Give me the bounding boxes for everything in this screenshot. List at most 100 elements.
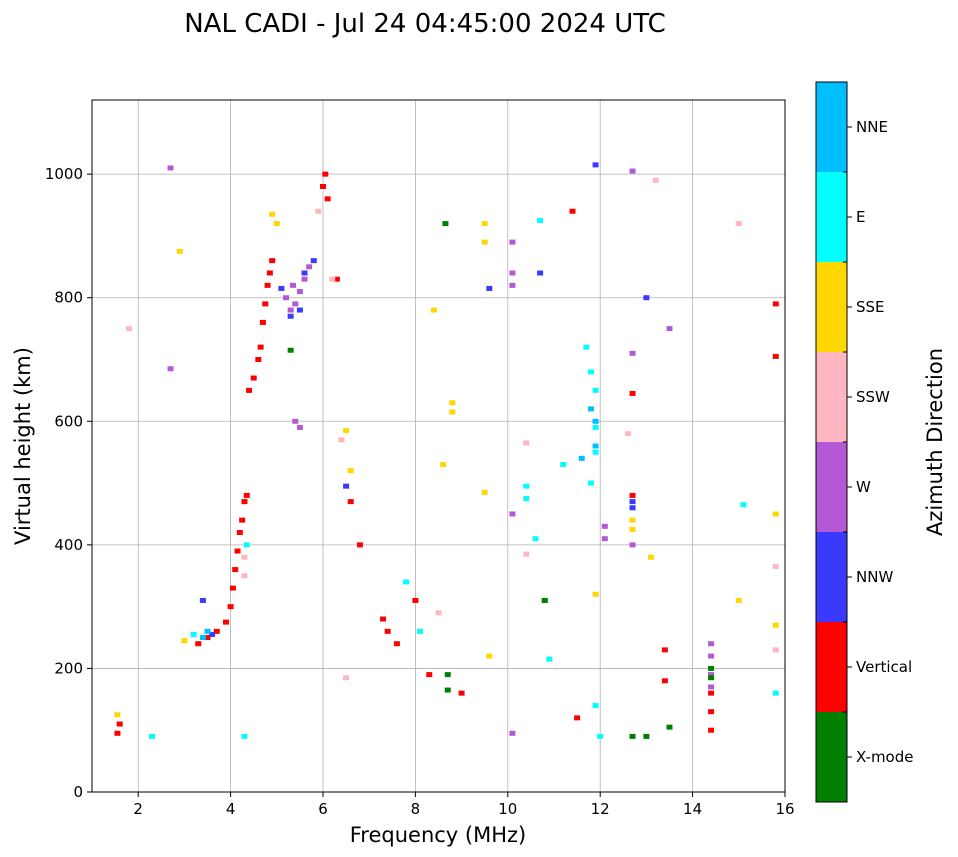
data-point: [629, 390, 636, 396]
data-point: [259, 319, 266, 325]
data-point: [301, 276, 308, 282]
data-point: [486, 285, 493, 291]
data-point: [486, 653, 493, 659]
series-w: [167, 165, 715, 736]
series-vertical: [114, 171, 779, 736]
data-point: [569, 208, 576, 214]
data-point: [315, 208, 322, 214]
data-point: [347, 468, 354, 474]
data-point: [523, 440, 530, 446]
data-point: [125, 326, 132, 332]
y-axis-ticks: 0 200 400 600 800 1000: [45, 165, 92, 801]
data-point: [624, 431, 631, 437]
data-point: [384, 628, 391, 634]
data-point: [629, 350, 636, 356]
data-point: [440, 462, 447, 468]
colorbar-segment: [816, 532, 847, 622]
colorbar: X-mode Vertical NNW W SSW SSE E NNE: [815, 81, 913, 803]
data-point: [296, 307, 303, 313]
data-point: [481, 221, 488, 227]
data-point: [343, 483, 350, 489]
x-tick-label: 16: [775, 800, 794, 818]
data-point: [509, 511, 516, 517]
data-point: [296, 424, 303, 430]
data-point: [167, 165, 174, 171]
data-point: [629, 492, 636, 498]
data-point: [772, 622, 779, 628]
data-point: [199, 597, 206, 603]
data-point: [449, 400, 456, 406]
data-point: [333, 276, 340, 282]
data-point: [578, 455, 585, 461]
x-tick-label: 2: [133, 800, 143, 818]
data-point: [246, 387, 253, 393]
data-point: [257, 344, 264, 350]
data-point: [241, 733, 248, 739]
data-point: [583, 344, 590, 350]
data-point: [181, 638, 188, 644]
data-point: [629, 526, 636, 532]
data-point: [412, 597, 419, 603]
colorbar-segment: [816, 622, 847, 712]
data-point: [708, 653, 715, 659]
y-tick-label: 400: [54, 536, 83, 554]
y-tick-label: 1000: [45, 165, 83, 183]
data-point: [149, 733, 156, 739]
data-point: [306, 264, 313, 270]
data-point: [772, 301, 779, 307]
data-point: [592, 449, 599, 455]
data-point: [324, 196, 331, 202]
y-tick-label: 0: [73, 783, 83, 801]
data-point: [537, 270, 544, 276]
data-point: [403, 579, 410, 585]
colorbar-tick-label: X-mode: [856, 748, 913, 766]
data-point: [356, 542, 363, 548]
data-point: [426, 672, 433, 678]
data-point: [167, 366, 174, 372]
data-point: [560, 462, 567, 468]
colorbar-tick-label: NNW: [856, 568, 893, 586]
data-point: [430, 307, 437, 313]
data-point: [509, 730, 516, 736]
data-point: [417, 628, 424, 634]
data-point: [176, 248, 183, 254]
data-point: [269, 258, 276, 264]
data-point: [287, 347, 294, 353]
data-point: [255, 357, 262, 362]
y-axis-label: Virtual height (km): [11, 347, 35, 545]
data-point: [708, 641, 715, 647]
colorbar-segment: [816, 712, 847, 802]
data-point: [114, 730, 121, 736]
data-point: [283, 295, 290, 301]
data-point: [708, 675, 715, 681]
data-point: [269, 211, 276, 217]
series-sse: [114, 211, 779, 718]
data-point: [241, 554, 248, 560]
x-tick-label: 10: [498, 800, 517, 818]
data-point: [643, 295, 650, 301]
data-point: [241, 499, 248, 505]
data-point: [541, 597, 548, 603]
data-point: [481, 489, 488, 495]
data-point: [266, 270, 273, 276]
data-point: [772, 511, 779, 517]
data-point: [322, 171, 329, 177]
data-point: [643, 733, 650, 739]
colorbar-tick-label: SSW: [856, 388, 890, 406]
x-axis-label: Frequency (MHz): [350, 823, 526, 847]
data-point: [250, 375, 257, 381]
data-point: [708, 690, 715, 696]
data-point: [338, 437, 345, 443]
data-point: [239, 517, 246, 523]
data-point: [236, 530, 243, 535]
data-point: [204, 628, 211, 634]
data-point: [708, 684, 715, 690]
data-point: [509, 270, 516, 276]
x-tick-label: 12: [591, 800, 610, 818]
x-tick-label: 14: [683, 800, 702, 818]
data-point: [592, 591, 599, 597]
data-point: [537, 217, 544, 223]
data-point: [444, 672, 451, 678]
data-point: [289, 282, 296, 288]
data-point: [243, 542, 250, 548]
